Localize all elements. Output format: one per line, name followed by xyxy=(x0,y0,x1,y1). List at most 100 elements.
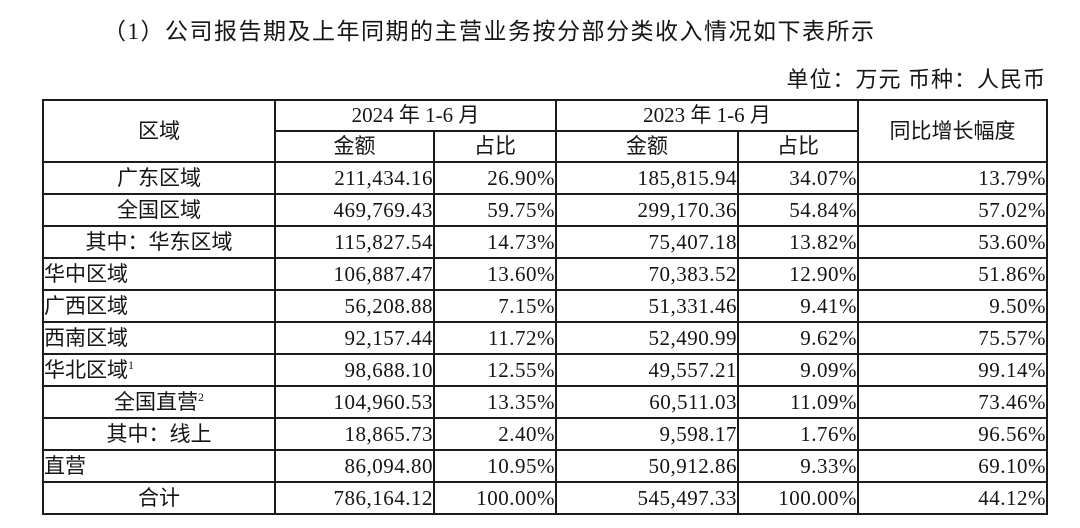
col-header-share-2023: 占比 xyxy=(737,130,859,163)
region-cell: 华北区域1 xyxy=(42,353,276,387)
share-2023-cell: 9.33% xyxy=(737,449,859,483)
region-cell: 直营 xyxy=(42,449,276,483)
amount-2023-cell: 52,490.99 xyxy=(555,321,739,355)
unit-note: 单位：万元 币种：人民币 xyxy=(786,67,1046,92)
region-label: 西南区域 xyxy=(44,326,128,350)
col-header-period-2024: 2024 年 1-6 月 xyxy=(274,99,557,132)
share-2023-cell: 9.09% xyxy=(737,353,859,387)
table-row: 华北区域1 98,688.10 12.55% 49,557.21 9.09% 9… xyxy=(42,353,1048,387)
yoy-cell: 9.50% xyxy=(857,289,1048,323)
amount-2023-cell: 70,383.52 xyxy=(555,257,739,291)
yoy-cell: 51.86% xyxy=(857,257,1048,291)
region-cell: 广东区域 xyxy=(42,161,276,195)
region-label: 广东区域 xyxy=(117,166,201,190)
share-2023-cell: 12.90% xyxy=(737,257,859,291)
share-2024-cell: 13.35% xyxy=(433,385,557,419)
yoy-cell: 73.46% xyxy=(857,385,1048,419)
share-2023-cell: 11.09% xyxy=(737,385,859,419)
yoy-cell: 53.60% xyxy=(857,225,1048,259)
footnote-ref: 1 xyxy=(128,358,134,372)
yoy-cell: 99.14% xyxy=(857,353,1048,387)
share-2023-cell: 100.00% xyxy=(737,481,859,515)
share-2024-cell: 11.72% xyxy=(433,321,557,355)
amount-2024-cell: 115,827.54 xyxy=(274,225,435,259)
table-row: 西南区域 92,157.44 11.72% 52,490.99 9.62% 75… xyxy=(42,321,1048,355)
table-row: 全国直营2 104,960.53 13.35% 60,511.03 11.09%… xyxy=(42,385,1048,419)
col-header-amount-2023: 金额 xyxy=(555,130,739,163)
region-cell: 全国直营2 xyxy=(42,385,276,419)
amount-2024-cell: 106,887.47 xyxy=(274,257,435,291)
amount-2024-cell: 56,208.88 xyxy=(274,289,435,323)
region-label: 其中：华东区域 xyxy=(85,230,233,254)
table-row: 直营 86,094.80 10.95% 50,912.86 9.33% 69.1… xyxy=(42,449,1048,483)
share-2023-cell: 1.76% xyxy=(737,417,859,451)
region-label: 合计 xyxy=(138,486,180,510)
region-cell: 合计 xyxy=(42,481,276,515)
amount-2023-cell: 50,912.86 xyxy=(555,449,739,483)
share-2023-cell: 34.07% xyxy=(737,161,859,195)
share-2024-cell: 59.75% xyxy=(433,193,557,227)
yoy-cell: 69.10% xyxy=(857,449,1048,483)
amount-2023-cell: 545,497.33 xyxy=(555,481,739,515)
amount-2023-cell: 299,170.36 xyxy=(555,193,739,227)
table-row: 全国区域 469,769.43 59.75% 299,170.36 54.84%… xyxy=(42,193,1048,227)
section-title: （1）公司报告期及上年同期的主营业务按分部分类收入情况如下表所示 xyxy=(103,19,876,44)
col-header-period-2023: 2023 年 1-6 月 xyxy=(555,99,859,132)
region-cell: 其中：华东区域 xyxy=(42,225,276,259)
table-row: 广西区域 56,208.88 7.15% 51,331.46 9.41% 9.5… xyxy=(42,289,1048,323)
table-row: 广东区域 211,434.16 26.90% 185,815.94 34.07%… xyxy=(42,161,1048,195)
yoy-cell: 57.02% xyxy=(857,193,1048,227)
region-cell: 其中：线上 xyxy=(42,417,276,451)
share-2024-cell: 2.40% xyxy=(433,417,557,451)
amount-2023-cell: 75,407.18 xyxy=(555,225,739,259)
amount-2023-cell: 185,815.94 xyxy=(555,161,739,195)
amount-2024-cell: 104,960.53 xyxy=(274,385,435,419)
page: （1）公司报告期及上年同期的主营业务按分部分类收入情况如下表所示 单位：万元 币… xyxy=(0,12,1080,515)
region-cell: 华中区域 xyxy=(42,257,276,291)
col-header-share-2024: 占比 xyxy=(433,130,557,163)
share-2023-cell: 9.41% xyxy=(737,289,859,323)
footnote-ref: 2 xyxy=(198,390,204,404)
col-header-yoy: 同比增长幅度 xyxy=(857,99,1048,163)
col-header-region: 区域 xyxy=(42,99,276,163)
share-2024-cell: 14.73% xyxy=(433,225,557,259)
amount-2024-cell: 18,865.73 xyxy=(274,417,435,451)
region-label: 其中：线上 xyxy=(106,422,212,446)
region-label: 华北区域 xyxy=(44,358,128,382)
table-row: 其中：线上 18,865.73 2.40% 9,598.17 1.76% 96.… xyxy=(42,417,1048,451)
yoy-cell: 44.12% xyxy=(857,481,1048,515)
table-row: 其中：华东区域 115,827.54 14.73% 75,407.18 13.8… xyxy=(42,225,1048,259)
amount-2024-cell: 98,688.10 xyxy=(274,353,435,387)
share-2024-cell: 13.60% xyxy=(433,257,557,291)
share-2024-cell: 10.95% xyxy=(433,449,557,483)
amount-2024-cell: 92,157.44 xyxy=(274,321,435,355)
share-2024-cell: 100.00% xyxy=(433,481,557,515)
table-header-row-2: 金额 占比 金额 占比 xyxy=(43,130,1047,163)
region-label: 广西区域 xyxy=(44,294,128,318)
amount-2024-cell: 86,094.80 xyxy=(274,449,435,483)
amount-2023-cell: 49,557.21 xyxy=(555,353,739,387)
share-2023-cell: 54.84% xyxy=(737,193,859,227)
region-label: 直营 xyxy=(44,454,86,478)
amount-2024-cell: 786,164.12 xyxy=(274,481,435,515)
yoy-cell: 96.56% xyxy=(857,417,1048,451)
region-cell: 西南区域 xyxy=(42,321,276,355)
region-cell: 全国区域 xyxy=(42,193,276,227)
share-2023-cell: 9.62% xyxy=(737,321,859,355)
amount-2024-cell: 211,434.16 xyxy=(274,161,435,195)
share-2023-cell: 13.82% xyxy=(737,225,859,259)
amount-2023-cell: 51,331.46 xyxy=(555,289,739,323)
table-row: 华中区域 106,887.47 13.60% 70,383.52 12.90% … xyxy=(42,257,1048,291)
yoy-cell: 75.57% xyxy=(857,321,1048,355)
region-label: 华中区域 xyxy=(44,262,128,286)
region-cell: 广西区域 xyxy=(42,289,276,323)
revenue-by-region-table: 区域 2024 年 1-6 月 2023 年 1-6 月 同比增长幅度 金额 占… xyxy=(42,99,1048,515)
table-header-row-1: 区域 2024 年 1-6 月 2023 年 1-6 月 同比增长幅度 xyxy=(42,99,1048,163)
col-header-amount-2024: 金额 xyxy=(274,130,435,163)
amount-2024-cell: 469,769.43 xyxy=(274,193,435,227)
share-2024-cell: 12.55% xyxy=(433,353,557,387)
amount-2023-cell: 60,511.03 xyxy=(555,385,739,419)
table-row-total: 合计 786,164.12 100.00% 545,497.33 100.00%… xyxy=(42,481,1048,515)
region-label: 全国区域 xyxy=(117,198,201,222)
yoy-cell: 13.79% xyxy=(857,161,1048,195)
